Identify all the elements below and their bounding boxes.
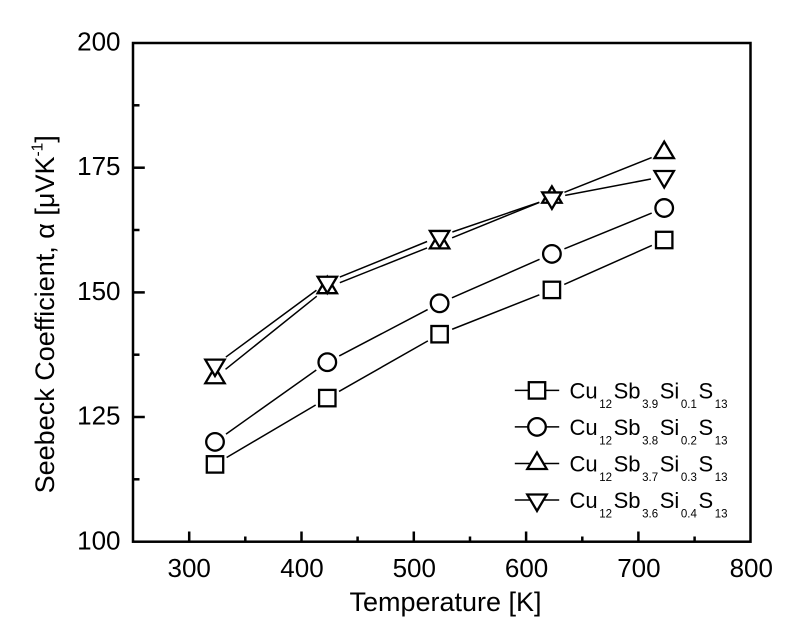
svg-text:100: 100 bbox=[77, 525, 120, 555]
svg-text:500: 500 bbox=[393, 553, 436, 583]
svg-text:800: 800 bbox=[730, 553, 773, 583]
svg-text:Temperature [K]: Temperature [K] bbox=[349, 587, 541, 617]
svg-text:700: 700 bbox=[617, 553, 660, 583]
svg-text:200: 200 bbox=[77, 27, 120, 57]
svg-text:125: 125 bbox=[77, 401, 120, 431]
svg-text:175: 175 bbox=[77, 151, 120, 181]
svg-text:300: 300 bbox=[168, 553, 211, 583]
svg-text:400: 400 bbox=[280, 553, 323, 583]
svg-text:150: 150 bbox=[77, 276, 120, 306]
svg-text:600: 600 bbox=[505, 553, 548, 583]
svg-text:Seebeck Coefficient, α [μVK-1]: Seebeck Coefficient, α [μVK-1] bbox=[29, 135, 60, 493]
